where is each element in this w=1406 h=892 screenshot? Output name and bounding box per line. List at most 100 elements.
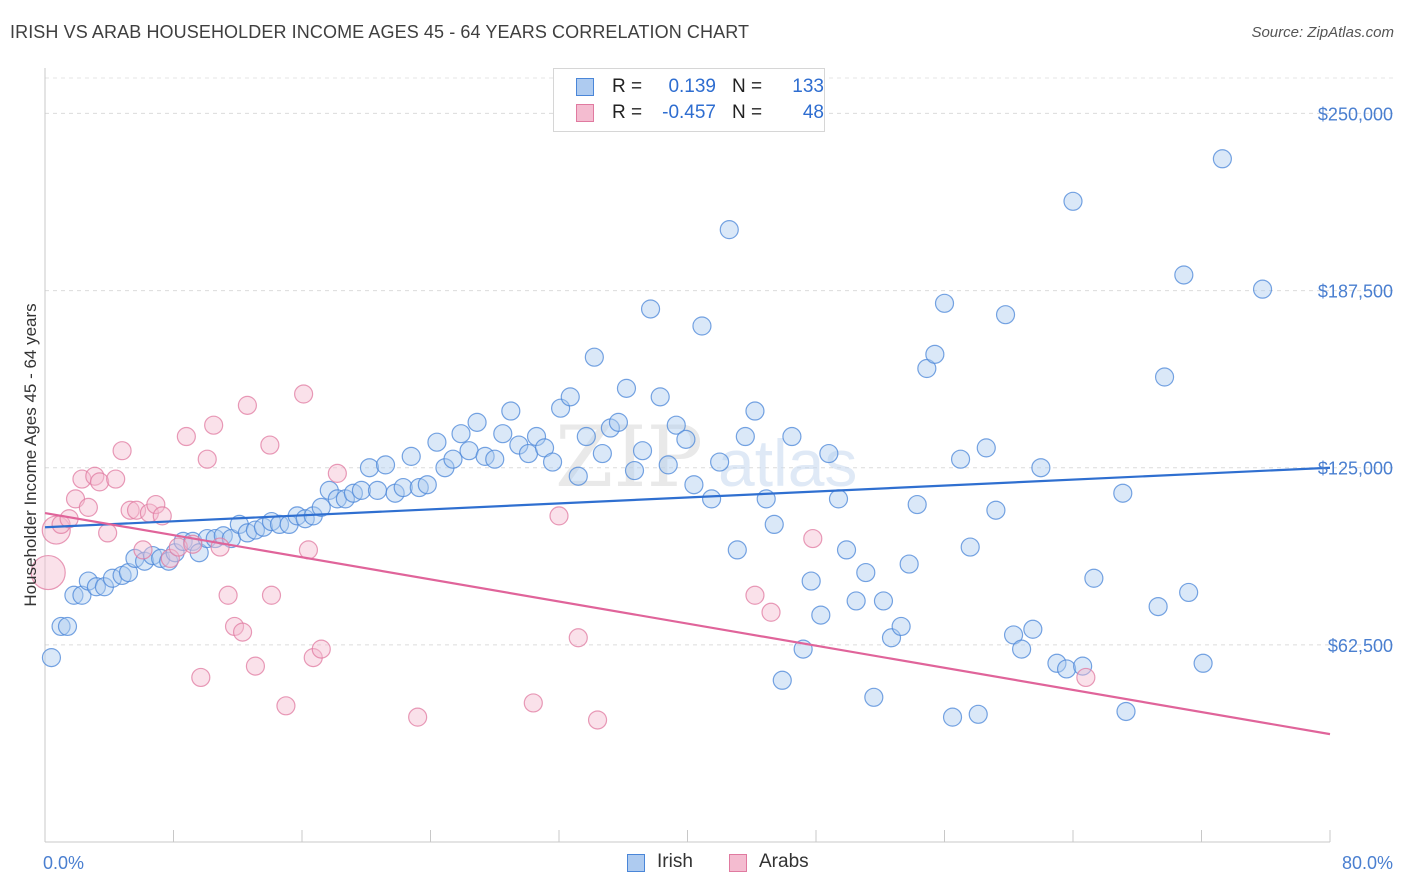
- irish-r-label: R =: [612, 76, 643, 97]
- irish-point: [1154, 367, 1175, 387]
- irish-point: [873, 591, 894, 611]
- irish-point: [1179, 582, 1199, 603]
- irish-r-value: 0.139: [668, 76, 716, 97]
- irish-point: [907, 494, 927, 515]
- arabs-point: [408, 707, 428, 727]
- legend-row-irish: R = 0.139 N = 133: [576, 76, 824, 100]
- arabs-r-label: R =: [612, 102, 643, 123]
- irish-point: [57, 616, 78, 637]
- arabs-swatch: [576, 104, 594, 122]
- y-tick-label-0: $62,500: [1328, 636, 1393, 656]
- irish-point: [542, 452, 563, 472]
- arabs-point: [218, 585, 238, 605]
- arabs-point: [294, 384, 314, 404]
- arabs-point: [197, 449, 217, 469]
- irish-point: [950, 449, 971, 469]
- irish-point: [467, 412, 487, 432]
- arabs-point: [260, 435, 280, 455]
- irish-point: [960, 537, 980, 557]
- irish-n-value: 133: [792, 76, 824, 97]
- arabs-points: [30, 384, 1096, 730]
- irish-point: [727, 540, 747, 560]
- irish-point: [782, 426, 802, 447]
- irish-point: [393, 477, 413, 498]
- irish-point: [485, 449, 505, 469]
- irish-point: [1031, 458, 1051, 478]
- arabs-point: [237, 395, 257, 415]
- irish-point: [719, 220, 739, 240]
- arabs-point: [112, 441, 132, 461]
- arabs-point: [30, 554, 66, 591]
- axes: [44, 68, 1331, 843]
- arabs-point: [1076, 667, 1096, 688]
- irish-point: [772, 670, 792, 690]
- irish-point: [375, 455, 396, 475]
- irish-point: [1073, 656, 1093, 676]
- arabs-point: [803, 528, 823, 549]
- irish-point: [836, 540, 857, 560]
- x-tick-label-start: 0.0%: [43, 853, 84, 873]
- irish-point: [1047, 653, 1067, 673]
- irish-point: [666, 415, 686, 435]
- irish-point: [1193, 653, 1213, 673]
- irish-point: [501, 401, 521, 421]
- irish-point: [640, 299, 661, 319]
- irish-legend-swatch: [627, 854, 645, 872]
- irish-point: [658, 455, 678, 475]
- irish-point: [968, 704, 988, 724]
- irish-point: [676, 429, 696, 449]
- irish-legend-label: Irish: [657, 851, 693, 872]
- irish-point: [401, 446, 421, 466]
- gridlines: [45, 77, 1396, 646]
- irish-point: [568, 466, 588, 486]
- arabs-n-label: N =: [732, 102, 763, 123]
- irish-point: [692, 316, 712, 336]
- irish-point: [86, 577, 107, 597]
- arabs-point: [168, 537, 188, 557]
- legend-row-arabs: R = -0.457 N = 48: [576, 102, 824, 126]
- irish-point: [592, 443, 612, 464]
- arabs-point: [587, 710, 608, 730]
- irish-point: [351, 480, 372, 500]
- x-tick-labels: 0.0% 80.0%: [43, 853, 1393, 873]
- irish-point: [616, 378, 637, 398]
- correlation-legend: R = 0.139 N = 133 R = -0.457 N = 48: [553, 68, 825, 132]
- y-tick-label-1: $125,000: [1318, 459, 1393, 479]
- arabs-point: [261, 585, 282, 605]
- irish-point: [443, 449, 463, 469]
- irish-point: [367, 480, 388, 500]
- arabs-trendline: [44, 511, 1331, 736]
- arabs-point: [311, 639, 331, 659]
- irish-point: [632, 441, 653, 461]
- irish-point: [72, 585, 92, 605]
- arabs-point: [160, 548, 180, 569]
- arabs-point: [78, 497, 98, 517]
- arabs-point: [176, 426, 196, 447]
- irish-point: [624, 460, 645, 481]
- irish-point: [311, 497, 331, 517]
- arabs-point: [146, 494, 166, 515]
- arabs-point: [204, 415, 224, 435]
- irish-point: [64, 585, 84, 605]
- irish-point: [576, 426, 596, 447]
- irish-point: [846, 591, 866, 611]
- irish-point: [560, 387, 580, 407]
- irish-point: [710, 452, 730, 472]
- irish-point: [608, 412, 629, 432]
- irish-point: [451, 424, 471, 444]
- arabs-point: [745, 585, 765, 605]
- y-tick-label-3: $250,000: [1318, 104, 1393, 124]
- arabs-point: [106, 469, 126, 489]
- watermark-zip: ZIP: [555, 408, 703, 506]
- chart-title: IRISH VS ARAB HOUSEHOLDER INCOME AGES 45…: [10, 22, 750, 42]
- irish-point: [925, 344, 945, 364]
- arabs-legend-label: Arabs: [759, 851, 809, 872]
- irish-point: [1148, 596, 1168, 617]
- arabs-point: [133, 540, 153, 560]
- y-tick-label-2: $187,500: [1318, 282, 1393, 302]
- irish-point: [701, 489, 722, 509]
- irish-point: [51, 616, 71, 637]
- irish-point: [1056, 659, 1077, 679]
- arabs-point: [152, 506, 172, 526]
